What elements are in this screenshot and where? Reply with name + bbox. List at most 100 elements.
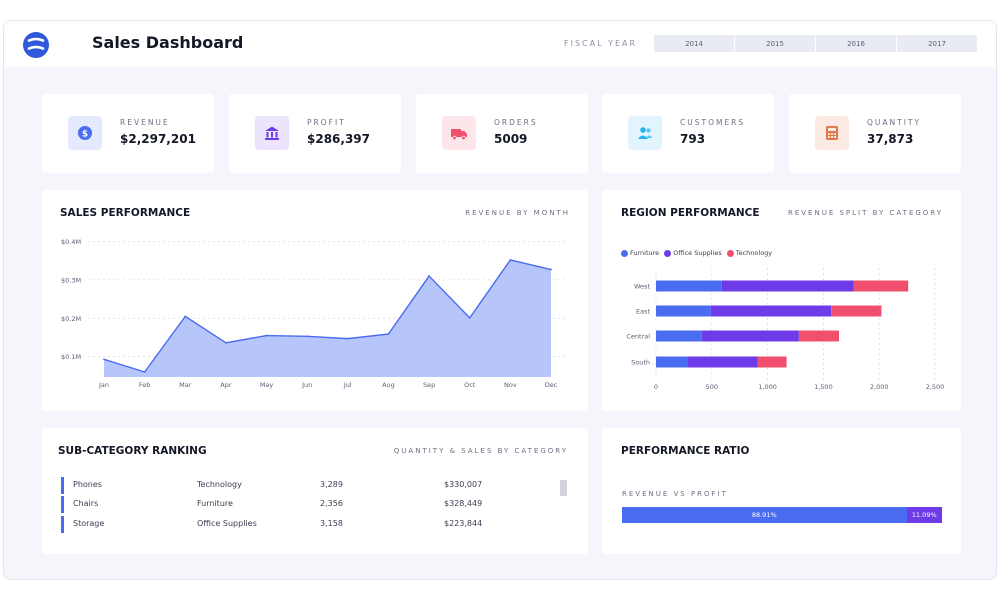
year-tab-2017[interactable]: 2017	[897, 35, 977, 52]
y-tick-label: $0.2M	[61, 315, 81, 323]
revenue-line-segment	[144, 315, 186, 373]
x-tick-label: 1,500	[814, 383, 833, 391]
chart-legend: Furniture Office Supplies Technology	[621, 249, 772, 257]
performance-ratio-card: PERFORMANCE RATIO REVENUE VS PROFIT 88.9…	[602, 428, 961, 554]
data-point	[265, 334, 268, 337]
region-label: East	[636, 308, 650, 316]
table-row[interactable]: Storage Office Supplies 3,158 $223,844	[61, 516, 571, 533]
y-tick-label: $0.3M	[61, 276, 81, 284]
revenue-ratio-segment: 88.91%	[622, 507, 907, 523]
page-title: Sales Dashboard	[92, 33, 244, 52]
legend-label: Technology	[735, 249, 773, 257]
revenue-line-segment	[307, 335, 348, 340]
legend-label: Office Supplies	[673, 249, 722, 257]
x-tick-label: 2,500	[926, 383, 945, 391]
table-row[interactable]: Phones Technology 3,289 $330,007	[61, 477, 571, 494]
profit-ratio-segment: 11.09%	[906, 507, 942, 523]
table-scrollbar[interactable]	[560, 480, 567, 496]
category-name: Furniture	[197, 499, 233, 508]
x-tick-label: Dec	[545, 381, 558, 389]
x-tick-label: 1,000	[758, 383, 777, 391]
revenue-area	[104, 259, 551, 377]
year-filter: 2014 2015 2016 2017	[654, 35, 977, 52]
revenue-line-segment	[387, 275, 430, 335]
legend-item: Office Supplies	[664, 249, 722, 257]
category-name: Office Supplies	[197, 519, 257, 528]
kpi-card-revenue: $ REVENUE $2,297,201	[42, 94, 214, 173]
category-name: Technology	[197, 480, 242, 489]
y-tick-label: $0.4M	[61, 238, 81, 246]
x-tick-label: Jan	[98, 381, 109, 389]
card-subtitle: REVENUE SPLIT BY CATEGORY	[787, 209, 943, 217]
data-point	[387, 333, 390, 335]
sales-performance-chart: $0.1M $0.2M $0.3M $0.4M Jan Feb Mar Apr May Jun Ju…	[61, 238, 568, 389]
data-point	[184, 315, 187, 318]
region-label: South	[631, 359, 650, 367]
kpi-card-customers: CUSTOMERS 793	[602, 94, 774, 173]
kpi-label: REVENUE	[120, 118, 170, 127]
x-tick-label: May	[260, 381, 274, 389]
region-bar-segment	[853, 280, 909, 292]
sales-value: $223,844	[444, 519, 483, 528]
region-bar-segment	[656, 305, 711, 317]
y-tick-label: $0.1M	[61, 353, 81, 361]
kpi-label: QUANTITY	[867, 118, 922, 127]
users-icon	[628, 116, 662, 150]
card-subtitle: QUANTITY & SALES BY CATEGORY	[393, 447, 568, 455]
kpi-label: PROFIT	[307, 118, 346, 127]
data-point	[103, 358, 105, 361]
year-tab-2016[interactable]: 2016	[816, 35, 896, 52]
region-label: West	[634, 283, 650, 291]
legend-dot	[621, 249, 628, 257]
sub-category-name: Chairs	[73, 499, 99, 508]
data-point	[509, 259, 512, 261]
dashboard-frame: Sales Dashboard FISCAL YEAR 2014 2015 20…	[3, 20, 997, 580]
region-bar-segment	[721, 280, 854, 292]
truck-icon	[442, 116, 476, 150]
sales-performance-card: SALES PERFORMANCE REVENUE BY MONTH $0.1M…	[42, 190, 588, 411]
calculator-icon	[815, 116, 849, 150]
x-tick-label: 2,000	[870, 383, 889, 391]
x-tick-label: 0	[654, 383, 658, 391]
data-point	[346, 337, 349, 340]
revenue-line-segment	[510, 259, 552, 271]
region-bar-segment	[798, 330, 840, 342]
x-tick-label: Jul	[343, 381, 352, 389]
region-performance-chart: 0 500 1,000 1,500 2,000 2,500 West East Central S…	[626, 268, 945, 391]
card-title: REGION PERFORMANCE	[621, 207, 760, 219]
data-point	[428, 275, 430, 277]
kpi-value: 5009	[494, 132, 528, 146]
region-bar-segment	[710, 305, 832, 317]
kpi-value: $2,297,201	[120, 132, 196, 146]
quantity-value: 3,289	[320, 480, 343, 489]
kpi-value: $286,397	[307, 132, 371, 146]
legend-item: Technology	[726, 249, 773, 257]
revenue-line-segment	[103, 358, 145, 373]
legend-dot	[664, 249, 672, 257]
bank-icon	[255, 116, 289, 150]
card-subtitle: REVENUE VS PROFIT	[622, 490, 728, 498]
revenue-line-segment	[347, 333, 389, 340]
year-tab-2015[interactable]: 2015	[735, 35, 815, 52]
x-tick-label: 500	[706, 383, 718, 391]
revenue-line-segment	[225, 334, 267, 344]
x-tick-label: Jun	[301, 381, 312, 389]
legend-label: Furniture	[630, 249, 660, 257]
card-subtitle: REVENUE BY MONTH	[465, 209, 570, 217]
region-bar-segment	[831, 305, 882, 317]
data-point	[468, 316, 471, 319]
table-row[interactable]: Chairs Furniture 2,356 $328,449	[61, 496, 571, 513]
data-point	[143, 371, 146, 373]
kpi-value: 793	[680, 132, 706, 146]
kpi-card-orders: ORDERS 5009	[416, 94, 588, 173]
year-tab-2014[interactable]: 2014	[654, 35, 734, 52]
kpi-value: 37,873	[867, 132, 914, 146]
quantity-value: 2,356	[320, 499, 343, 508]
x-tick-label: Nov	[504, 381, 517, 389]
x-tick-label: Oct	[464, 381, 476, 389]
fiscal-year-label: FISCAL YEAR	[564, 39, 638, 48]
kpi-label: ORDERS	[494, 118, 538, 127]
data-point	[225, 341, 227, 344]
dollar-icon: $	[68, 116, 102, 150]
revenue-line-segment	[469, 259, 511, 319]
